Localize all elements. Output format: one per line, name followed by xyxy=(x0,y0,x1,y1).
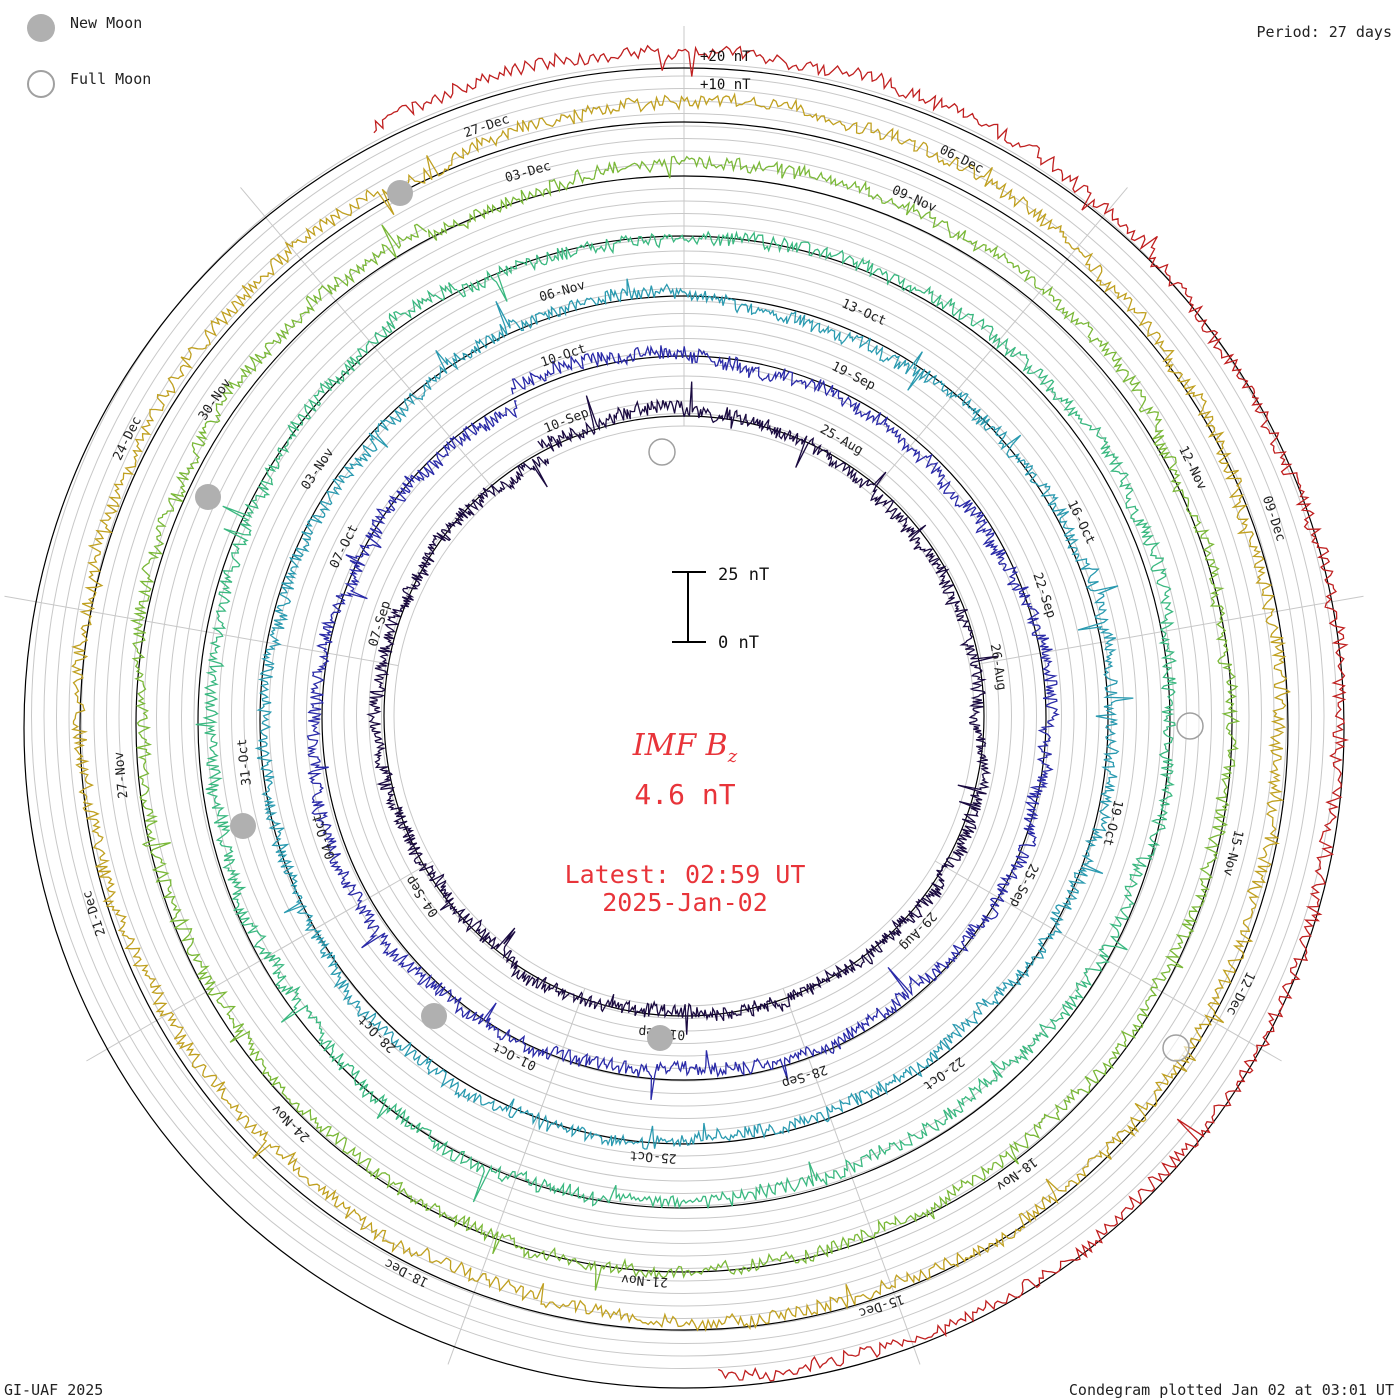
date-label: 31-Oct xyxy=(235,738,255,786)
date-label: 30-Nov xyxy=(196,376,235,423)
center-title: IMF Bz xyxy=(0,728,1370,767)
new-moon-icon xyxy=(27,14,55,42)
latest-time: Latest: 02:59 UT xyxy=(564,860,806,889)
new-moon-marker-icon xyxy=(195,484,221,510)
full-moon-label: Full Moon xyxy=(70,70,152,88)
date-label: 12-Nov xyxy=(1175,444,1209,493)
grid-ring xyxy=(393,425,975,1007)
date-label: 03-Dec xyxy=(503,159,552,186)
scale-bar: 25 nT 0 nT xyxy=(672,565,769,653)
grid-ring xyxy=(281,313,1087,1119)
plotted-label: Condegram plotted Jan 02 at 03:01 UT xyxy=(1068,1381,1394,1399)
moon-layer xyxy=(195,180,1204,1062)
new-moon-marker-icon xyxy=(647,1025,673,1051)
grid-spoke xyxy=(969,595,1364,667)
full-moon-marker-icon xyxy=(1162,1034,1190,1062)
grid-spoke xyxy=(240,187,498,495)
full-moon-marker-icon xyxy=(648,438,676,466)
period-label: Period: 27 days xyxy=(1256,23,1392,41)
grid-ring xyxy=(306,338,1062,1094)
scale-bar-top-label: 25 nT xyxy=(718,565,769,585)
data-layer xyxy=(71,44,1350,1382)
grid-ring xyxy=(343,375,1025,1057)
radial-scale-label-10: +10 nT xyxy=(700,77,751,93)
grid-ring xyxy=(331,363,1037,1069)
grid-spoke xyxy=(934,860,1282,1062)
series-trace-oct-nov xyxy=(195,230,1178,1210)
center-title-sub: z xyxy=(727,746,738,767)
center-title-main: IMF B xyxy=(632,728,728,763)
date-label: 25-Aug xyxy=(817,422,865,458)
scale-bar-bottom-label: 0 nT xyxy=(718,633,759,653)
series-trace-aug-sep xyxy=(366,381,999,1035)
baseline-ring xyxy=(135,175,1233,1273)
grid-ring xyxy=(293,325,1075,1107)
date-label: 25-Oct xyxy=(629,1147,677,1165)
grid-spoke xyxy=(4,595,399,667)
baseline-ring xyxy=(259,295,1109,1145)
date-label: 27-Nov xyxy=(112,751,132,799)
center-value: 4.6 nT xyxy=(634,778,736,811)
date-label: 24-Nov xyxy=(269,1101,313,1145)
series-trace-sep xyxy=(306,344,1060,1100)
new-moon-label: New Moon xyxy=(70,14,143,32)
series-trace-dec-jan xyxy=(373,44,1350,1382)
date-label: 27-Dec xyxy=(462,112,511,141)
baseline-ring xyxy=(79,121,1289,1331)
latest-date: 2025-Jan-02 xyxy=(602,888,768,917)
series-trace-dec xyxy=(71,92,1291,1332)
new-moon-marker-icon xyxy=(421,1003,447,1029)
baseline-ring xyxy=(23,67,1345,1389)
date-label: 26-Aug xyxy=(987,643,1009,692)
full-moon-icon xyxy=(27,70,55,98)
new-moon-marker-icon xyxy=(387,180,413,206)
baseline-ring xyxy=(321,355,1047,1081)
series-trace-oct xyxy=(254,278,1134,1150)
full-moon-marker-icon xyxy=(1176,712,1204,740)
radial-scale-label-20: +20 nT xyxy=(700,49,751,65)
date-label: 09-Dec xyxy=(1259,494,1288,543)
credit-label: GI-UAF 2025 xyxy=(4,1381,104,1399)
new-moon-marker-icon xyxy=(230,813,256,839)
grid-spoke xyxy=(86,860,434,1062)
date-label: 21-Nov xyxy=(620,1271,668,1289)
series-trace-nov xyxy=(129,155,1241,1291)
